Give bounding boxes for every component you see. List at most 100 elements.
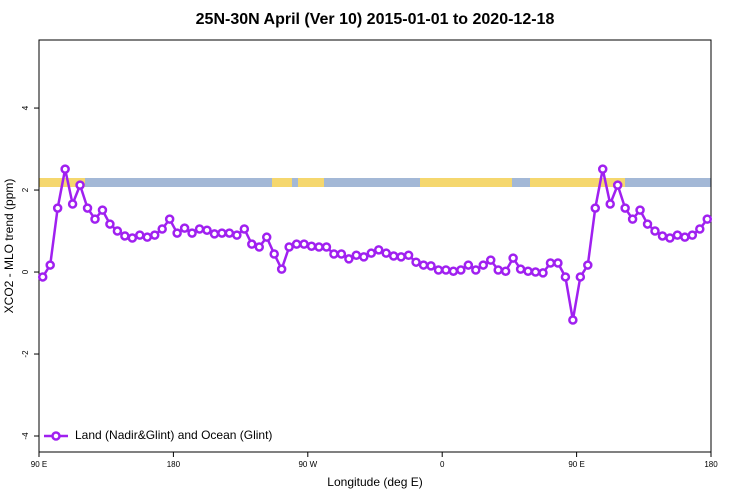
- point: [179, 223, 190, 233]
- point: [366, 248, 377, 258]
- point: [97, 205, 108, 215]
- point: [329, 249, 339, 259]
- point: [306, 241, 317, 251]
- land-band: [298, 178, 324, 187]
- point: [75, 180, 85, 190]
- point: [217, 228, 227, 238]
- point: [605, 199, 615, 209]
- point: [403, 250, 414, 260]
- point: [261, 232, 272, 242]
- point: [82, 203, 93, 213]
- point: [127, 233, 138, 243]
- legend-marker: [51, 431, 61, 441]
- point: [500, 266, 511, 276]
- x-axis-label: Longitude (deg E): [327, 475, 422, 489]
- point: [485, 255, 496, 265]
- point: [314, 242, 324, 252]
- point: [695, 224, 705, 234]
- point: [642, 219, 653, 229]
- point: [568, 315, 578, 325]
- point: [515, 264, 526, 274]
- chart-title: 25N-30N April (Ver 10) 2015-01-01 to 202…: [196, 11, 555, 28]
- point: [269, 249, 279, 259]
- x-tick-label: 0: [440, 460, 445, 469]
- point: [553, 258, 563, 268]
- ocean-band: [39, 178, 711, 187]
- point: [164, 214, 175, 224]
- point: [373, 245, 384, 255]
- point: [209, 229, 220, 239]
- point: [37, 272, 48, 282]
- land-band: [272, 178, 292, 187]
- point: [388, 251, 399, 261]
- point: [702, 214, 713, 224]
- point: [381, 248, 391, 258]
- point: [359, 252, 369, 262]
- point: [336, 249, 347, 259]
- point: [254, 242, 265, 252]
- point: [418, 260, 429, 270]
- point: [448, 266, 459, 276]
- y-tick-label: 2: [21, 187, 30, 192]
- point: [657, 231, 668, 241]
- point: [478, 260, 489, 270]
- point: [456, 265, 466, 275]
- land-ocean-band: [39, 178, 711, 187]
- point: [471, 265, 481, 275]
- x-tick-label: 90 W: [298, 460, 317, 469]
- point: [187, 228, 197, 238]
- point: [426, 261, 436, 271]
- point: [224, 228, 235, 238]
- point: [538, 268, 548, 278]
- legend-label: Land (Nadir&Glint) and Ocean (Glint): [75, 428, 272, 442]
- y-tick-label: -2: [21, 350, 30, 358]
- point: [575, 272, 586, 282]
- point: [441, 265, 451, 275]
- y-axis-label: XCO2 - MLO trend (ppm): [2, 179, 16, 314]
- point: [672, 230, 683, 240]
- point: [680, 232, 690, 242]
- point: [590, 203, 601, 213]
- point: [239, 224, 250, 234]
- legend: Land (Nadir&Glint) and Ocean (Glint): [44, 428, 272, 442]
- point: [463, 260, 474, 270]
- point: [45, 260, 55, 270]
- point: [172, 228, 182, 238]
- point: [627, 214, 638, 224]
- point: [650, 226, 660, 236]
- plot-frame: [38, 39, 712, 453]
- point: [194, 224, 205, 234]
- point: [665, 233, 675, 243]
- point: [120, 231, 130, 241]
- point: [52, 203, 63, 213]
- land-band: [530, 178, 625, 187]
- y-tick-label: 4: [21, 105, 30, 110]
- x-tick-label: 180: [167, 460, 181, 469]
- point: [508, 253, 518, 263]
- y-tick-label: 0: [21, 269, 30, 274]
- point: [344, 254, 354, 264]
- point: [157, 224, 167, 234]
- y-tick-label: -4: [21, 432, 30, 440]
- point: [276, 264, 287, 274]
- point: [112, 226, 123, 236]
- point: [493, 265, 503, 275]
- point: [411, 257, 421, 267]
- point: [67, 199, 78, 209]
- point: [149, 230, 160, 240]
- point: [90, 214, 100, 224]
- point: [284, 242, 294, 252]
- point: [142, 232, 153, 242]
- x-tick-label: 90 E: [31, 460, 47, 469]
- point: [299, 239, 309, 249]
- x-tick-label: 180: [704, 460, 718, 469]
- point: [583, 260, 593, 270]
- point: [232, 230, 242, 240]
- x-tick-label: 90 E: [568, 460, 584, 469]
- point: [291, 239, 302, 249]
- point: [560, 272, 571, 282]
- point: [620, 203, 630, 213]
- point: [530, 267, 541, 277]
- point: [105, 219, 115, 229]
